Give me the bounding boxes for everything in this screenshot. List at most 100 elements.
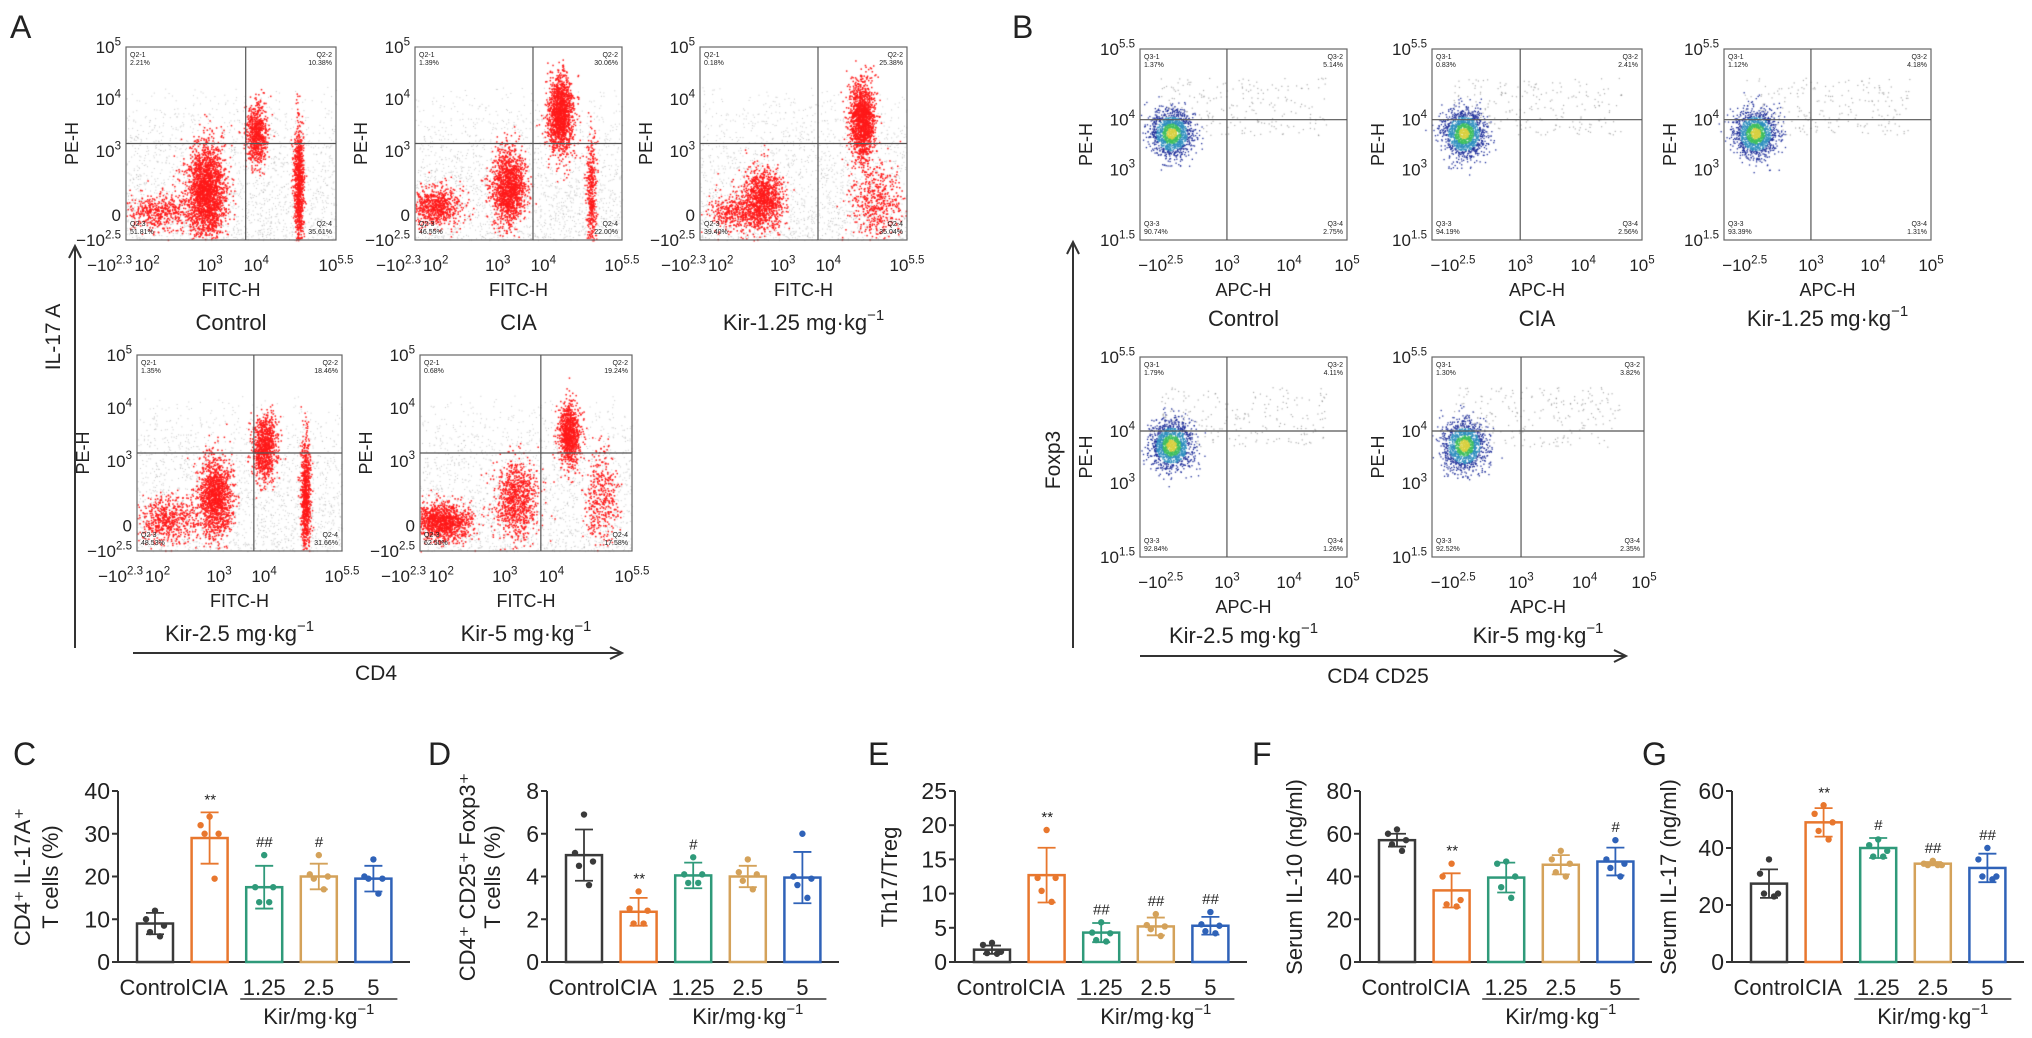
x-tick-label-superscript: 2.5 xyxy=(1167,571,1183,583)
y-tick-label: 40 xyxy=(84,778,110,804)
panel-label: C xyxy=(13,736,36,772)
group-label: Kir-1.25 mg·kg−1 xyxy=(1747,303,1908,331)
y-tick-label-text: 10 xyxy=(1684,40,1703,59)
data-point xyxy=(979,941,987,949)
quadrant-name: Q3-4 xyxy=(1327,538,1343,545)
data-point xyxy=(1815,827,1822,835)
quadrant-name: Q2-1 xyxy=(704,52,720,59)
quadrant-percent: 39.40% xyxy=(704,229,728,236)
y-tick-label: 104 xyxy=(1694,109,1720,130)
x-tick-label: 105 xyxy=(1629,254,1654,275)
x-tick-label: 103 xyxy=(1798,254,1823,275)
y-tick-label-superscript: 4 xyxy=(1421,109,1428,121)
y-tick-label-text: 10 xyxy=(1392,348,1411,367)
group-label-text: Control xyxy=(1208,306,1279,331)
y-tick-label-superscript: 5.5 xyxy=(1411,346,1427,358)
y-tick-label: 105.5 xyxy=(1392,346,1427,367)
data-point xyxy=(1212,930,1219,937)
x-tick-label-superscript: 3 xyxy=(1233,254,1239,266)
y-tick-label-text: 10 xyxy=(1100,548,1119,567)
y-tick-label-text: 0 xyxy=(401,206,410,225)
quadrant-name: Q2-4 xyxy=(316,221,332,228)
category-label: 2.5 xyxy=(1141,975,1172,1000)
y-tick-label: 105 xyxy=(385,36,410,57)
panel-label: F xyxy=(1252,736,1272,772)
data-point xyxy=(585,881,593,889)
data-point xyxy=(1820,802,1827,809)
data-point xyxy=(1929,857,1937,865)
y-tick-label: 101.5 xyxy=(1684,229,1719,250)
quadrant-name: Q2-2 xyxy=(602,52,618,59)
x-tick-label: 103 xyxy=(492,565,517,586)
y-tick-label-text: 10 xyxy=(1684,231,1703,250)
y-tick-label-superscript: 5 xyxy=(689,36,695,48)
flow-plot-b-5 xyxy=(1431,356,1645,558)
quadrant-name: Q3-4 xyxy=(1327,221,1343,228)
data-point xyxy=(160,922,168,929)
x-tick-label-text: 10 xyxy=(429,567,448,586)
x-tick-label-text: 10 xyxy=(1629,256,1648,275)
data-point xyxy=(315,851,322,859)
data-point xyxy=(1760,890,1768,897)
x-tick-label: 102 xyxy=(708,254,733,275)
y-tick-label: 105.5 xyxy=(1100,38,1135,59)
x-tick-label-superscript: 3 xyxy=(1527,571,1533,583)
quadrant-percent: 3.82% xyxy=(1620,370,1640,377)
data-point xyxy=(1617,873,1624,880)
y-axis-label: PE-H xyxy=(1368,123,1388,166)
quadrant-percent: 35.61% xyxy=(308,229,332,236)
x-axis-label: FITC-H xyxy=(202,280,261,300)
y-tick-label-superscript: 1.5 xyxy=(1411,546,1427,558)
y-tick-label-text: −10 xyxy=(76,231,105,250)
y-tick-label: 104 xyxy=(390,397,416,418)
y-tick-label: 103 xyxy=(1402,159,1427,180)
significance-marker: ## xyxy=(1093,901,1110,918)
group-label-superscript: −1 xyxy=(1301,620,1318,637)
x-tick-label-superscript: 2.3 xyxy=(116,254,132,266)
y-tick-label-text: 10 xyxy=(1110,111,1129,130)
x-tick-label-text: 10 xyxy=(1276,573,1295,592)
quadrant-name: Q3-1 xyxy=(1728,54,1744,61)
y-tick-label: 104 xyxy=(96,88,122,109)
group-label-superscript: −1 xyxy=(1586,620,1603,637)
y-tick-label: 101.5 xyxy=(1100,229,1135,250)
plot-frame xyxy=(1431,356,1645,558)
y-tick-label-superscript: 4 xyxy=(1713,109,1720,121)
y-tick-label-superscript: 5.5 xyxy=(1411,38,1427,50)
x-tick-label: 103 xyxy=(1214,571,1239,592)
y-tick-label-superscript: 4 xyxy=(1421,420,1428,432)
y-tick-label: 0 xyxy=(686,206,695,225)
x-tick-label-superscript: 2.5 xyxy=(1460,571,1476,583)
y-tick-label-text: 10 xyxy=(1402,111,1421,130)
y-axis-label: PE-H xyxy=(1660,123,1680,166)
data-point xyxy=(1457,896,1464,904)
y-tick-label-text: 10 xyxy=(1392,231,1411,250)
quadrant-percent: 1.79% xyxy=(1144,370,1164,377)
data-point xyxy=(1048,898,1055,906)
y-tick-label-superscript: 3 xyxy=(1713,159,1719,171)
y-tick-label-text: 10 xyxy=(1110,474,1129,493)
quadrant-percent: 19.24% xyxy=(604,368,628,375)
significance-marker: ## xyxy=(256,834,273,851)
group-label-text: Kir-5 mg·kg xyxy=(1473,623,1587,648)
y-tick-label-text: −10 xyxy=(370,542,399,561)
x-tick-label-text: 10 xyxy=(325,567,344,586)
y-tick-label-superscript: 4 xyxy=(1129,420,1136,432)
group-label-text: Kir-1.25 mg·kg xyxy=(723,310,867,335)
x-tick-label: 103 xyxy=(197,254,222,275)
quadrant-name: Q3-2 xyxy=(1624,362,1640,369)
y-tick-label-superscript: 4 xyxy=(126,397,133,409)
x-tick-label: −102.3 xyxy=(661,254,706,275)
quadrant-name: Q2-2 xyxy=(887,52,903,59)
y-tick-label-text: 10 xyxy=(1402,160,1421,179)
y-tick-label: 0 xyxy=(112,206,121,225)
data-point xyxy=(626,905,633,912)
data-point xyxy=(749,886,756,893)
data-point xyxy=(644,907,651,914)
x-tick-label-text: 10 xyxy=(539,567,558,586)
y-tick-label-superscript: 3 xyxy=(689,141,695,153)
group-label-text: Kir-2.5 mg·kg xyxy=(165,621,297,646)
quadrant-percent: 46.55% xyxy=(419,229,443,236)
x-tick-label-superscript: 5 xyxy=(1650,571,1656,583)
data-point xyxy=(1875,836,1882,843)
